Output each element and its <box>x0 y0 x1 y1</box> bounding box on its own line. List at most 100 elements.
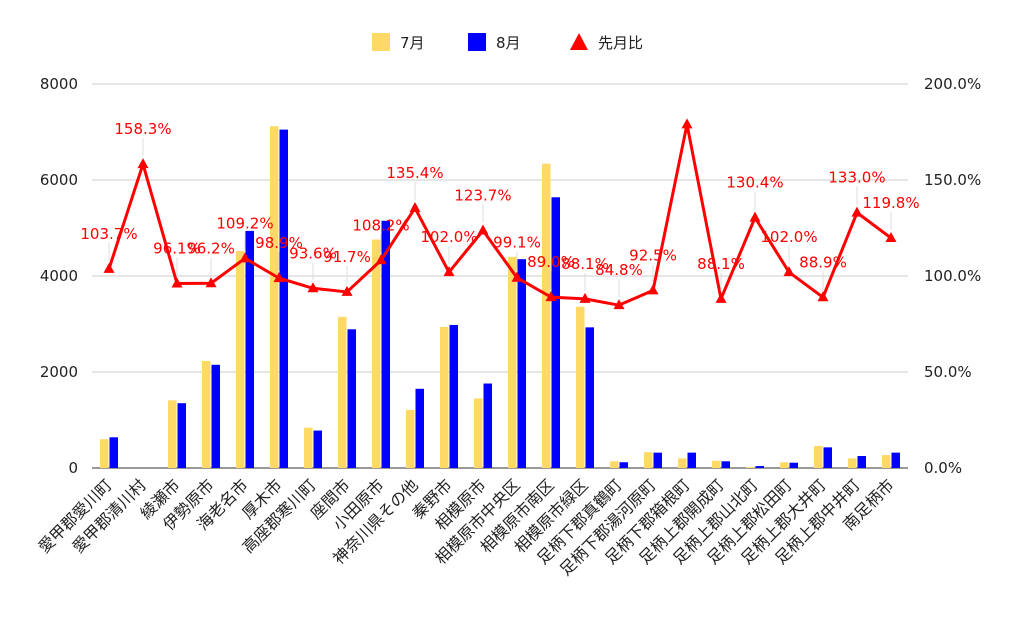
bar-july <box>372 239 381 468</box>
y-right-tick-label: 200.0% <box>924 75 981 93</box>
ratio-data-label: 103.7% <box>80 225 137 243</box>
y-axis-left: 0 2000 4000 6000 8000 <box>40 75 78 477</box>
legend-swatch-july <box>372 33 390 51</box>
legend: 7月 8月 先月比 <box>372 33 643 52</box>
bar-july <box>678 458 687 468</box>
bar-july <box>100 439 109 468</box>
bar-august <box>721 461 730 468</box>
ratio-data-labels: 103.7% 158.3% 96.1%96.2% 109.2% 98.9%93.6%91… <box>80 120 920 298</box>
ratio-data-label: 89.0% <box>527 253 575 271</box>
ratio-marker <box>885 231 897 242</box>
ratio-marker <box>171 277 183 288</box>
bar-july <box>406 409 415 468</box>
bar-august <box>109 437 118 468</box>
ratio-marker <box>817 291 829 302</box>
bar-august <box>211 364 220 468</box>
bar-august <box>313 430 322 468</box>
bar-july <box>270 126 279 469</box>
ratio-marker <box>579 292 591 303</box>
bar-july <box>440 326 449 468</box>
bar-july <box>780 462 789 468</box>
bar-july <box>508 256 517 468</box>
ratio-marker <box>851 206 863 217</box>
gridlines <box>92 83 908 469</box>
bar-july <box>236 251 245 468</box>
ratio-data-label: 135.4% <box>386 164 443 182</box>
bar-august <box>449 324 458 468</box>
bar-august <box>619 462 628 468</box>
legend-swatch-august <box>468 33 486 51</box>
ratio-data-label: 108.2% <box>352 216 409 234</box>
bar-august <box>687 452 696 468</box>
ratio-data-label: 88.9% <box>799 253 847 271</box>
x-axis: 愛甲郡愛川町愛甲郡清川村綾瀬市伊勢原市海老名市厚木市高座郡寒川町座間市小田原市神… <box>35 475 898 579</box>
bar-august <box>279 129 288 468</box>
bar-july <box>712 460 721 468</box>
bar-august <box>857 456 866 468</box>
ratio-marker <box>613 299 625 310</box>
legend-swatch-ratio <box>570 33 588 50</box>
ratio-data-label: 130.4% <box>726 174 783 192</box>
ratio-marker <box>647 284 659 295</box>
bar-august <box>823 447 832 468</box>
ratio-line-series <box>103 118 897 310</box>
ratio-marker <box>681 118 693 129</box>
ratio-marker <box>273 272 285 283</box>
ratio-marker <box>545 291 557 302</box>
bar-july <box>848 458 857 468</box>
y-left-tick-label: 6000 <box>40 171 78 189</box>
ratio-marker <box>715 292 727 303</box>
ratio-marker <box>307 282 319 293</box>
ratio-data-label: 93.6% <box>289 244 337 262</box>
bar-august <box>177 403 186 468</box>
bar-august <box>891 452 900 468</box>
bar-august <box>347 329 356 468</box>
y-right-tick-label: 100.0% <box>924 267 981 285</box>
ratio-line <box>107 122 892 307</box>
bar-august <box>585 327 594 468</box>
ratio-data-label: 133.0% <box>828 169 885 187</box>
ratio-data-label: 84.8% <box>595 261 643 279</box>
bar-july <box>202 360 211 468</box>
ratio-marker <box>239 252 251 263</box>
ratio-marker <box>409 202 421 213</box>
y-right-tick-label: 150.0% <box>924 171 981 189</box>
ratio-marker <box>375 254 387 265</box>
ratio-marker <box>103 262 115 273</box>
bar-august <box>653 452 662 468</box>
ratio-marker <box>783 266 795 277</box>
bar-july <box>338 316 347 468</box>
ratio-data-label: 102.0% <box>420 228 477 246</box>
ratio-data-label: 109.2% <box>216 214 273 232</box>
ratio-data-label: 96.2% <box>187 239 235 257</box>
ratio-data-label: 99.1% <box>493 234 541 252</box>
bar-august <box>415 388 424 468</box>
bar-august <box>755 466 764 468</box>
bar-july <box>168 400 177 468</box>
y-left-tick-label: 2000 <box>40 363 78 381</box>
ratio-marker <box>137 158 149 169</box>
y-axis-right: 0.0% 50.0% 100.0% 150.0% 200.0% <box>924 75 981 477</box>
y-left-tick-label: 8000 <box>40 75 78 93</box>
bar-series <box>100 126 900 469</box>
ratio-data-label: 92.5% <box>629 246 677 264</box>
bar-july <box>474 398 483 468</box>
legend-label-ratio: 先月比 <box>598 34 643 52</box>
bar-august <box>551 197 560 468</box>
ratio-marker <box>443 266 455 277</box>
bar-august <box>789 462 798 468</box>
ratio-data-label: 119.8% <box>862 194 919 212</box>
ratio-data-label: 88.1% <box>697 255 745 273</box>
bar-july <box>644 452 653 468</box>
bar-august <box>381 220 390 468</box>
bar-august <box>517 259 526 468</box>
ratio-marker <box>749 211 761 222</box>
ratio-data-label: 98.9% <box>255 234 303 252</box>
legend-label-july: 7月 <box>400 34 425 52</box>
ratio-data-label: 91.7% <box>323 248 371 266</box>
y-right-tick-label: 50.0% <box>924 363 972 381</box>
ratio-data-label: 96.1% <box>153 239 201 257</box>
bar-july <box>610 461 619 468</box>
ratio-data-label: 88.1% <box>561 255 609 273</box>
